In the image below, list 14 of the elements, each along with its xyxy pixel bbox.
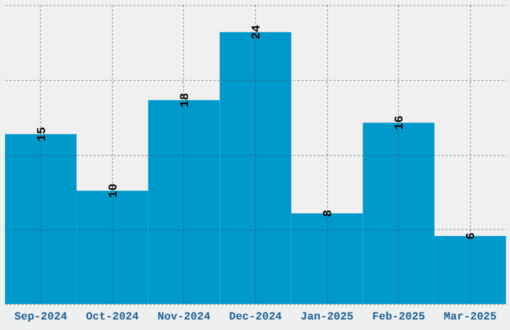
x-tick-label: Sep-2024 bbox=[14, 312, 68, 324]
data-label: 8 bbox=[321, 210, 336, 217]
x-tick-label: Oct-2024 bbox=[86, 312, 140, 324]
data-label: 18 bbox=[178, 92, 192, 108]
x-tick-label: Nov-2024 bbox=[158, 312, 211, 324]
data-label: 16 bbox=[392, 116, 407, 130]
x-tick-label: Dec-2024 bbox=[229, 312, 282, 324]
x-tick-label: Feb-2025 bbox=[372, 312, 426, 324]
data-label: 10 bbox=[106, 184, 120, 198]
data-label: 6 bbox=[464, 232, 478, 240]
data-label: 24 bbox=[250, 24, 264, 40]
x-tick-label: Jan-2025 bbox=[300, 312, 354, 324]
x-tick-label: Mar-2025 bbox=[444, 312, 498, 324]
data-label: 15 bbox=[34, 126, 49, 142]
